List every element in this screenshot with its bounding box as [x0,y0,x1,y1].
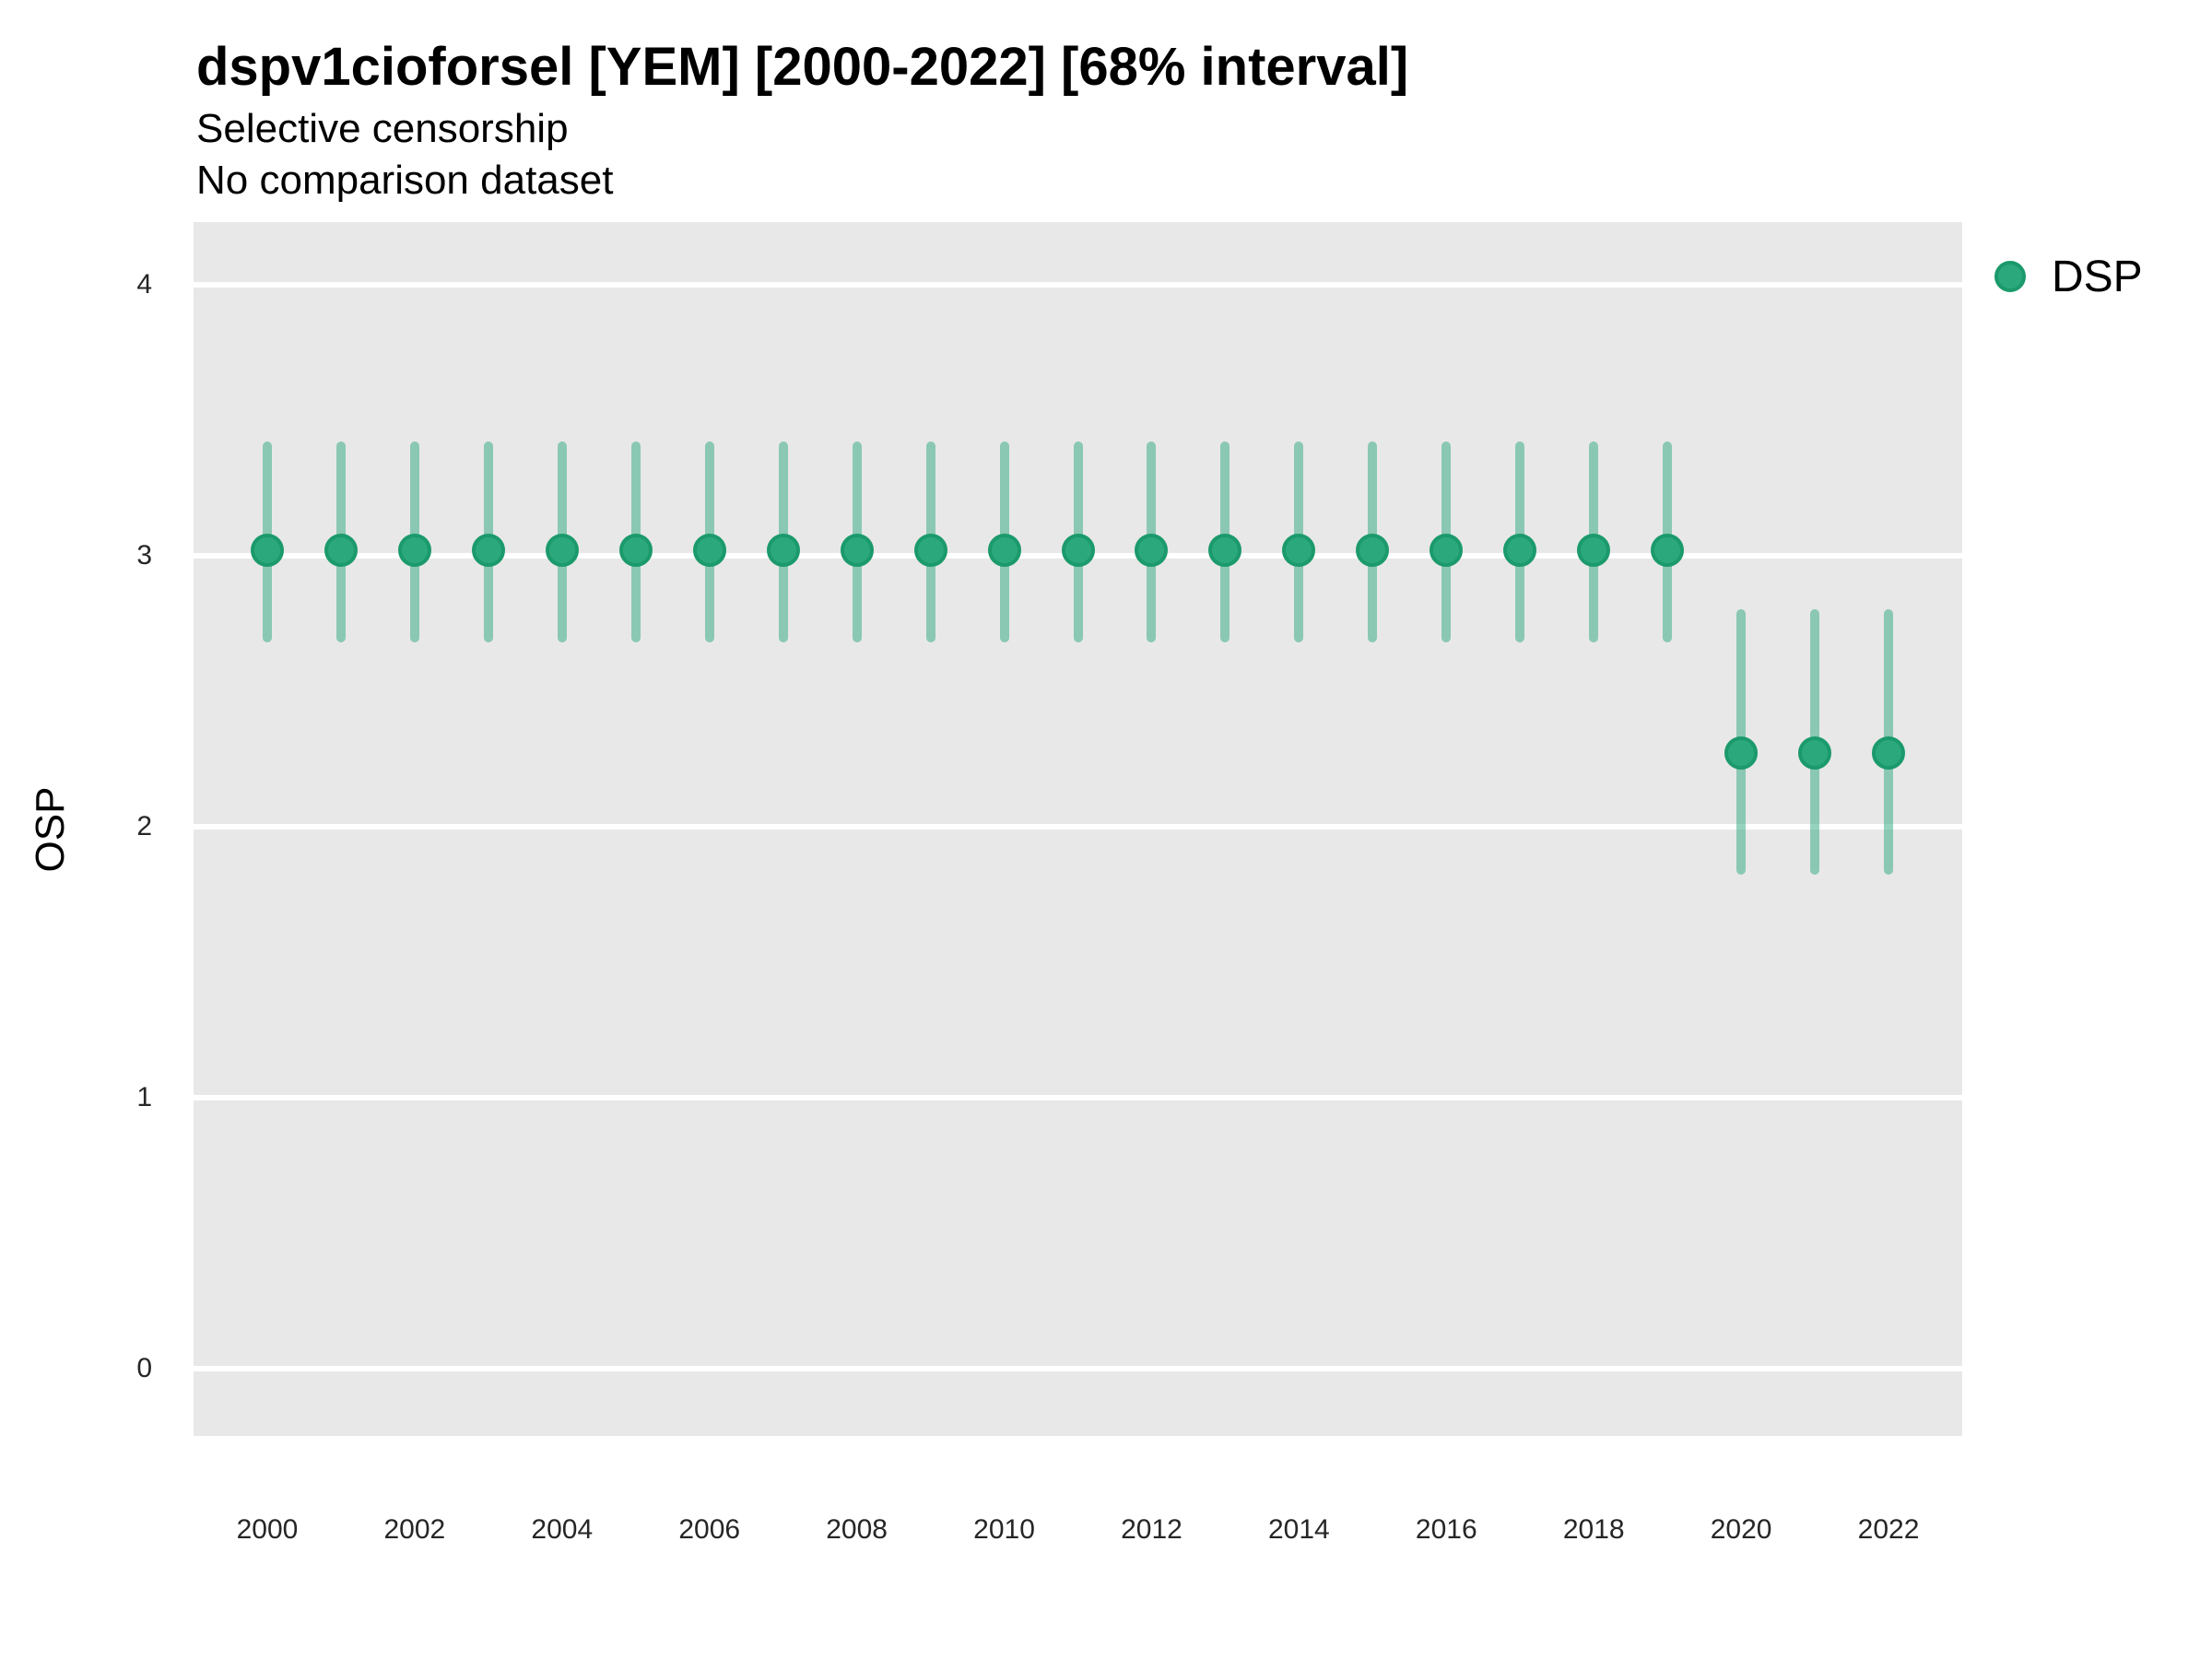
point-2015 [1356,533,1390,567]
x-tick-label-2008: 2008 [826,1514,888,1545]
point-2019 [1651,533,1685,567]
point-2011 [1061,533,1095,567]
chart-subtitle-line1: Selective censorship [196,106,569,151]
x-tick-label-2006: 2006 [678,1514,741,1545]
point-2017 [1503,533,1537,567]
point-2012 [1135,533,1169,567]
y-tick-label-1: 1 [136,1081,152,1112]
x-tick-label-2018: 2018 [1562,1514,1625,1545]
x-tick-label-2002: 2002 [383,1514,446,1545]
point-2005 [618,533,653,567]
x-tick-label-2010: 2010 [973,1514,1035,1545]
point-2010 [987,533,1021,567]
point-2001 [324,533,358,567]
legend-key-dot [1994,261,2026,292]
point-2016 [1430,533,1464,567]
point-2006 [692,533,726,567]
point-2008 [840,533,874,567]
x-tick-label-2020: 2020 [1710,1514,1772,1545]
point-2004 [545,533,579,567]
x-tick-label-2012: 2012 [1121,1514,1182,1545]
gridline-y-1 [194,1094,1962,1100]
y-tick-label-0: 0 [136,1352,152,1383]
point-2021 [1798,736,1832,771]
gridline-y-4 [194,281,1962,288]
point-2020 [1724,736,1759,771]
point-2022 [1872,736,1906,771]
gridline-y-0 [194,1365,1962,1371]
point-2018 [1577,533,1611,567]
point-2007 [766,533,800,567]
point-2013 [1208,533,1242,567]
legend-label: DSP [2052,252,2143,301]
y-tick-label-3: 3 [136,539,152,571]
x-tick-label-2016: 2016 [1415,1514,1477,1545]
point-2002 [397,533,431,567]
x-tick-label-2014: 2014 [1268,1514,1330,1545]
x-tick-label-2022: 2022 [1857,1514,1920,1545]
point-2009 [913,533,947,567]
y-tick-label-4: 4 [136,268,152,300]
chart-title: dspv1cioforsel [YEM] [2000-2022] [68% in… [196,37,1409,97]
legend: DSP [1994,243,2143,310]
gridline-y-2 [194,823,1962,830]
point-2003 [471,533,505,567]
point-2014 [1282,533,1316,567]
chart-subtitle-line2: No comparison dataset [196,158,614,203]
point-2000 [250,533,284,567]
x-tick-label-2004: 2004 [531,1514,594,1545]
y-tick-label-2: 2 [136,810,152,841]
x-tick-label-2000: 2000 [236,1514,299,1545]
plot-panel [194,222,1962,1436]
